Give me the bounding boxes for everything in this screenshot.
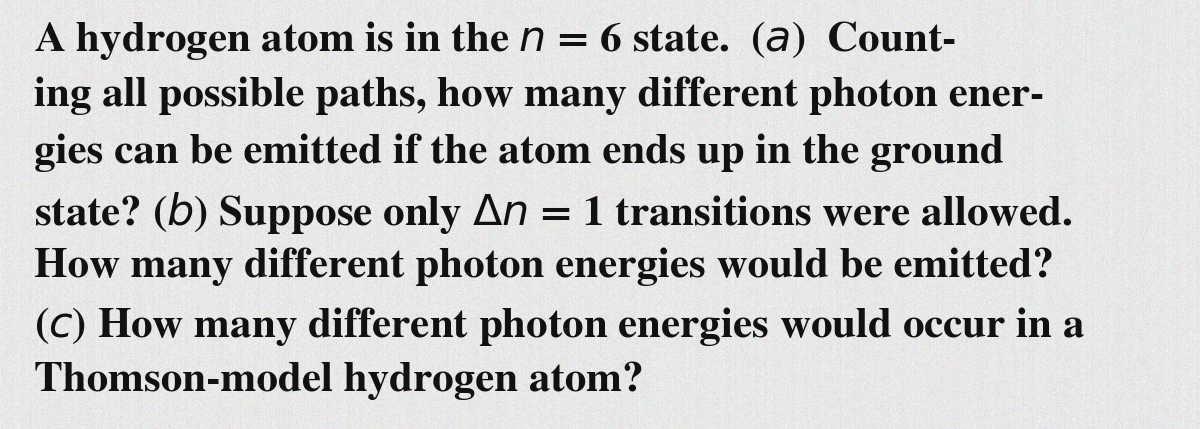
Text: ($c$) How many different photon energies would occur in a: ($c$) How many different photon energies… — [34, 305, 1085, 347]
Text: A hydrogen atom is in the $n$ = 6 state.  ($a$)  Count-: A hydrogen atom is in the $n$ = 6 state.… — [34, 19, 955, 62]
Text: How many different photon energies would be emitted?: How many different photon energies would… — [34, 248, 1054, 286]
Text: gies can be emitted if the atom ends up in the ground: gies can be emitted if the atom ends up … — [34, 133, 1003, 172]
Text: state? ($b$) Suppose only $\Delta n$ = 1 transitions were allowed.: state? ($b$) Suppose only $\Delta n$ = 1… — [34, 190, 1072, 236]
Text: ing all possible paths, how many different photon ener-: ing all possible paths, how many differe… — [34, 76, 1044, 115]
Text: Thomson-model hydrogen atom?: Thomson-model hydrogen atom? — [34, 362, 643, 400]
